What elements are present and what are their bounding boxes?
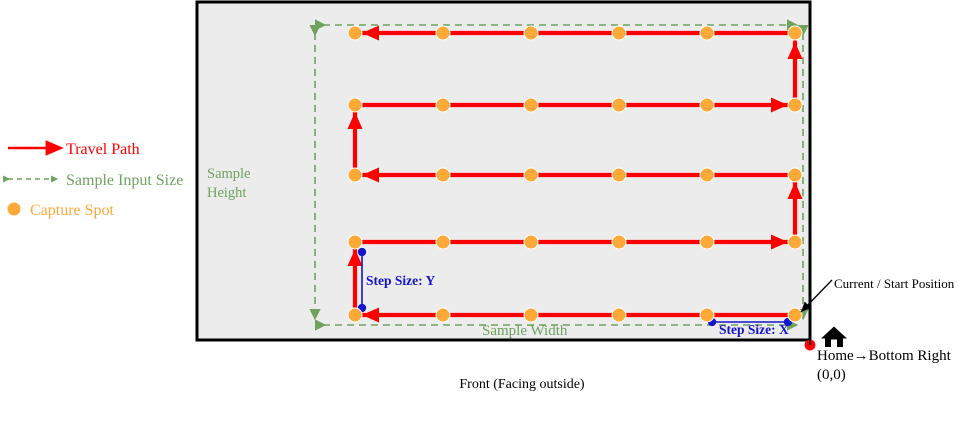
svg-text:Capture Spot: Capture Spot (30, 202, 115, 219)
svg-text:Travel Path: Travel Path (66, 141, 140, 158)
svg-text:Front (Facing outside): Front (Facing outside) (459, 377, 585, 392)
svg-text:(0,0): (0,0) (817, 367, 846, 383)
svg-text:Height: Height (207, 185, 246, 201)
svg-text:Current / Start Position: Current / Start Position (834, 276, 955, 291)
svg-text:Sample: Sample (207, 166, 251, 182)
svg-text:Sample Width: Sample Width (482, 323, 568, 339)
svg-text:Sample Input Size: Sample Input Size (66, 172, 183, 189)
svg-text:Step Size: X: Step Size: X (719, 322, 789, 337)
svg-text:Step Size: Y: Step Size: Y (366, 273, 435, 288)
svg-text:Home→Bottom Right: Home→Bottom Right (817, 348, 952, 364)
